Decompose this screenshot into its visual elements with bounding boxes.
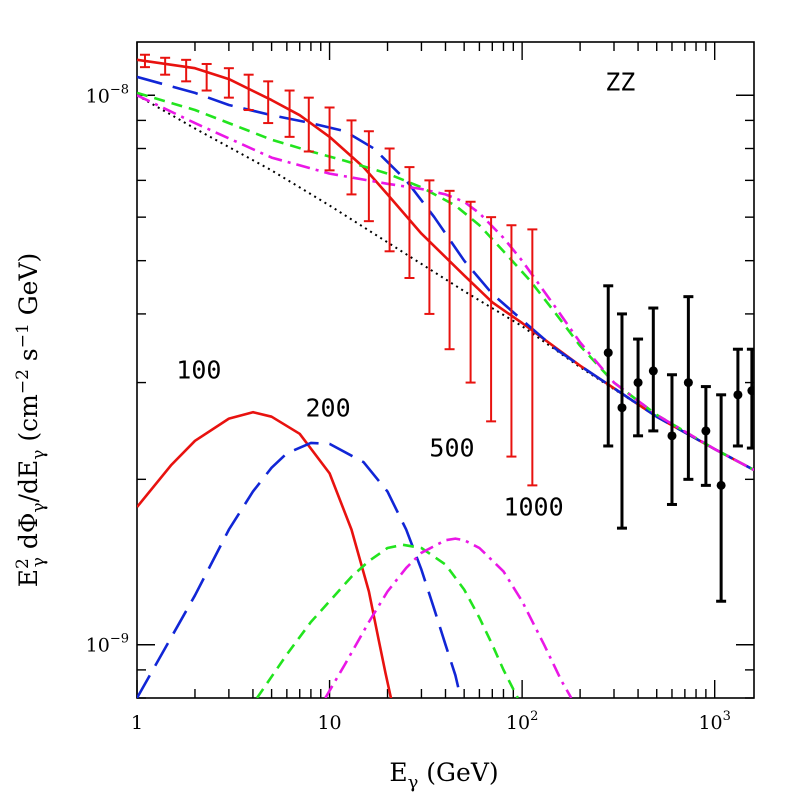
series-background-line bbox=[137, 94, 754, 471]
x-tick-label-base: 10 bbox=[317, 712, 341, 734]
y-tick-label: 10−9 bbox=[86, 632, 129, 657]
annotation-500: 500 bbox=[429, 434, 474, 463]
plot-frame bbox=[136, 41, 755, 699]
annotation-100: 100 bbox=[176, 356, 221, 385]
x-axis-title-unit: (GeV) bbox=[418, 758, 498, 787]
y-tick-label-exp: −8 bbox=[110, 82, 129, 97]
x-tick-label: 103 bbox=[698, 709, 730, 734]
y-axis-title-part: (cm bbox=[14, 394, 43, 450]
black-data-point bbox=[701, 426, 711, 436]
y-axis-title-sup: −2 bbox=[13, 369, 33, 394]
y-axis-title: E2γ dΦγ/dEγ (cm−2 s−1 GeV) bbox=[13, 253, 49, 588]
y-tick-label: 10−8 bbox=[86, 82, 129, 107]
series-signal-200-line bbox=[137, 441, 462, 698]
annotation-200: 200 bbox=[306, 394, 351, 423]
series-signal-100-line bbox=[137, 410, 393, 698]
series-signal-1000-line bbox=[324, 537, 573, 698]
black-data-point bbox=[617, 403, 627, 413]
black-data-point bbox=[603, 348, 613, 358]
x-tick-label: 102 bbox=[506, 709, 538, 734]
x-tick-label: 10 bbox=[317, 712, 341, 734]
y-axis-title-sup: −1 bbox=[13, 323, 33, 348]
y-axis-title-sub: γ bbox=[29, 557, 49, 567]
black-data-point bbox=[633, 378, 643, 388]
y-tick-label-base: 10 bbox=[86, 85, 110, 107]
y-axis-title-part: s bbox=[14, 348, 43, 369]
black-data-point bbox=[747, 386, 754, 396]
y-tick-label-base: 10 bbox=[86, 635, 110, 657]
y-axis-title-sub: γ bbox=[29, 450, 49, 460]
x-tick-label: 1 bbox=[131, 712, 143, 734]
x-axis-title: Eγ (GeV) bbox=[389, 758, 498, 793]
series-total-200-line bbox=[137, 75, 754, 472]
x-tick-label-base: 10 bbox=[698, 712, 722, 734]
x-tick-label-base: 1 bbox=[131, 712, 143, 734]
y-axis-title-part: GeV) bbox=[14, 253, 43, 324]
x-tick-label-base: 10 bbox=[506, 712, 530, 734]
x-axis-title-symbol: E bbox=[389, 758, 407, 787]
y-axis-title-part: /dE bbox=[14, 460, 43, 503]
y-axis-title-part: dΦ bbox=[14, 513, 43, 557]
series-signal-500-line bbox=[255, 543, 519, 698]
black-data-point bbox=[733, 390, 743, 400]
series-total-100-line bbox=[137, 58, 754, 472]
y-axis-title-part: E bbox=[14, 569, 43, 587]
y-axis-title-sub: γ bbox=[29, 502, 49, 512]
black-data-point bbox=[648, 366, 658, 376]
annotation-zz: ZZ bbox=[605, 68, 635, 97]
x-axis-title-subscript: γ bbox=[408, 772, 419, 793]
black-data-point bbox=[716, 480, 726, 490]
x-tick-label-exp: 2 bbox=[530, 709, 538, 724]
annotation-1000: 1000 bbox=[503, 492, 563, 521]
y-tick-label-exp: −9 bbox=[110, 632, 129, 647]
black-data-point bbox=[683, 378, 693, 388]
series-total-1000-line bbox=[137, 94, 754, 472]
black-data-point bbox=[667, 431, 677, 441]
y-axis-title-sup: 2 bbox=[13, 558, 33, 569]
x-tick-label-exp: 3 bbox=[723, 709, 731, 724]
plot-clipped-content bbox=[137, 53, 754, 698]
series-total-500-line bbox=[137, 91, 754, 472]
